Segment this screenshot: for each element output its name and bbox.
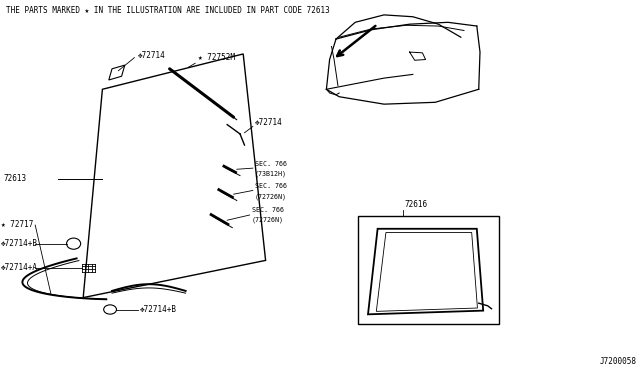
Text: 72613: 72613 — [3, 174, 26, 183]
Text: ★ 72752M: ★ 72752M — [198, 53, 236, 62]
Text: ✥72714+B: ✥72714+B — [1, 239, 38, 248]
Text: ✥72714+B: ✥72714+B — [140, 305, 177, 314]
Bar — [358, 216, 499, 324]
Text: (72726N): (72726N) — [255, 193, 287, 199]
Text: ✥72714: ✥72714 — [138, 51, 165, 60]
Text: SEC. 766: SEC. 766 — [255, 183, 287, 189]
Text: ✥72714+A: ✥72714+A — [1, 263, 38, 272]
Text: SEC. 766: SEC. 766 — [255, 161, 287, 167]
Text: (72726N): (72726N) — [252, 217, 284, 223]
Text: ✥72714: ✥72714 — [255, 118, 282, 127]
Text: J7200058: J7200058 — [600, 357, 637, 366]
Text: 72616: 72616 — [404, 200, 428, 209]
Text: (73B12H): (73B12H) — [255, 171, 287, 177]
Text: THE PARTS MARKED ★ IN THE ILLUSTRATION ARE INCLUDED IN PART CODE 72613: THE PARTS MARKED ★ IN THE ILLUSTRATION A… — [6, 6, 330, 15]
Text: ★ 72717: ★ 72717 — [1, 220, 34, 229]
Text: SEC. 766: SEC. 766 — [252, 207, 284, 213]
